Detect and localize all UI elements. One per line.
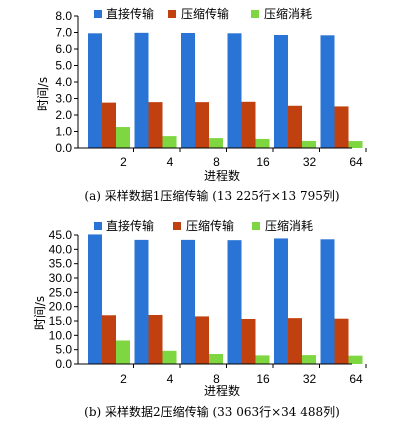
y-tick-label: 35.0 <box>49 257 73 271</box>
y-tick-label: 40.0 <box>49 242 73 256</box>
legend-b-label-compressed: 压缩传输 <box>186 218 234 233</box>
bar-direct-64 <box>320 239 335 364</box>
y-tick-label: 20.0 <box>49 300 73 314</box>
bar-direct-4 <box>134 239 149 364</box>
bar-direct-64 <box>320 35 335 148</box>
legend-b-swatch-compressed <box>173 222 181 230</box>
chart-a: 直接传输 压缩传输 压缩消耗 0.0 1.0 2.0 3.0 4.0 5.0 6.0 7.0 8… <box>36 6 367 203</box>
bar-compressed-2 <box>102 102 116 148</box>
bar-direct-8 <box>181 239 195 364</box>
x-tick-label: 4 <box>167 372 174 386</box>
x-ticks-a: 2 4 8 16 32 64 <box>120 148 367 169</box>
legend-b-swatch-overhead <box>252 222 260 230</box>
legend-b-label-direct: 直接传输 <box>106 218 154 233</box>
chart-b: 直接传输 压缩传输 压缩消耗 0.05.010.015.020.025.030.… <box>33 218 367 419</box>
bar-compressed-4 <box>148 102 163 148</box>
y-tick-label: 6.0 <box>55 42 72 56</box>
bar-overhead-4 <box>162 350 177 364</box>
bar-direct-2 <box>88 33 102 149</box>
legend-a: 直接传输 压缩传输 压缩消耗 <box>94 6 312 21</box>
legend-a-swatch-overhead <box>251 10 259 18</box>
x-tick-label: 2 <box>120 155 127 169</box>
bar-compressed-64 <box>334 318 349 364</box>
x-ticks-b: 2 4 8 16 32 64 <box>120 364 367 386</box>
bars-b <box>88 234 363 364</box>
bar-overhead-2 <box>116 127 130 148</box>
y-tick-label: 30.0 <box>49 271 73 285</box>
x-tick-label: 8 <box>213 155 220 169</box>
x-tick-label: 64 <box>349 372 363 386</box>
bar-direct-32 <box>274 238 288 364</box>
y-tick-label: 8.0 <box>55 9 72 23</box>
caption-a: (a) 采样数据1压缩传输 (13 225行×13 795列) <box>84 188 339 203</box>
legend-b-swatch-direct <box>94 222 102 230</box>
x-tick-label: 16 <box>256 372 270 386</box>
x-tick-label: 4 <box>167 155 174 169</box>
y-tick-label: 2.0 <box>55 108 72 122</box>
x-tick-label: 32 <box>303 155 317 169</box>
legend-b-label-overhead: 压缩消耗 <box>265 218 313 233</box>
bars-a <box>88 32 363 149</box>
bar-compressed-2 <box>102 315 116 364</box>
y-tick-label: 7.0 <box>55 26 72 40</box>
bar-direct-16 <box>227 240 242 364</box>
y-tick-label: 5.0 <box>55 59 72 73</box>
y-tick-label: 0.0 <box>55 357 72 371</box>
bar-overhead-64 <box>348 141 363 148</box>
x-axis-title-b: 进程数 <box>204 383 240 398</box>
bar-overhead-8 <box>209 138 223 148</box>
bar-overhead-8 <box>209 353 223 364</box>
bar-compressed-4 <box>148 314 163 364</box>
bar-overhead-16 <box>255 138 270 148</box>
bar-compressed-32 <box>288 105 302 148</box>
y-tick-label: 3.0 <box>55 92 72 106</box>
y-tick-label: 10.0 <box>49 328 73 342</box>
x-axis-title-a: 进程数 <box>204 168 240 183</box>
legend-a-swatch-compressed <box>168 10 176 18</box>
bar-direct-32 <box>274 34 288 148</box>
x-tick-label: 16 <box>256 155 270 169</box>
bar-overhead-4 <box>162 136 177 148</box>
y-axis-title-a: 时间/s <box>36 77 50 111</box>
legend-a-label-direct: 直接传输 <box>106 6 154 21</box>
x-tick-label: 2 <box>120 372 127 386</box>
y-tick-label: 0.0 <box>55 141 72 155</box>
legend-a-label-compressed: 压缩传输 <box>181 6 229 21</box>
x-tick-label: 32 <box>303 372 317 386</box>
caption-b: (b) 采样数据2压缩传输 (33 063行×34 488列) <box>84 404 340 419</box>
bar-overhead-16 <box>255 355 270 364</box>
y-tick-label: 25.0 <box>49 285 73 299</box>
bar-direct-8 <box>181 32 195 149</box>
x-tick-label: 64 <box>349 155 363 169</box>
bar-direct-4 <box>134 32 149 148</box>
legend-a-swatch-direct <box>94 10 102 18</box>
legend-a-label-overhead: 压缩消耗 <box>264 6 312 21</box>
bar-overhead-32 <box>302 355 316 364</box>
bar-compressed-32 <box>288 318 302 364</box>
bar-overhead-64 <box>348 355 363 364</box>
legend-b: 直接传输 压缩传输 压缩消耗 <box>94 218 313 233</box>
y-ticks-a: 0.0 1.0 2.0 3.0 4.0 5.0 6.0 7.0 8.0 <box>55 9 78 155</box>
bar-compressed-16 <box>241 318 256 364</box>
y-axis-title-b: 时间/s <box>33 296 47 330</box>
y-ticks-b: 0.05.010.015.020.025.030.035.040.045.0 <box>49 228 78 371</box>
y-tick-label: 5.0 <box>55 343 72 357</box>
y-tick-label: 45.0 <box>49 228 73 242</box>
bar-overhead-32 <box>302 140 316 148</box>
bar-direct-2 <box>88 234 102 364</box>
bar-compressed-64 <box>334 106 349 148</box>
x-tick-label: 8 <box>213 372 220 386</box>
bar-overhead-2 <box>116 340 130 364</box>
bar-direct-16 <box>227 33 242 149</box>
bar-compressed-8 <box>195 102 209 148</box>
bar-compressed-8 <box>195 316 209 364</box>
y-tick-label: 15.0 <box>49 314 73 328</box>
y-tick-label: 1.0 <box>55 125 72 139</box>
y-tick-label: 4.0 <box>55 75 72 89</box>
bar-compressed-16 <box>241 101 256 148</box>
